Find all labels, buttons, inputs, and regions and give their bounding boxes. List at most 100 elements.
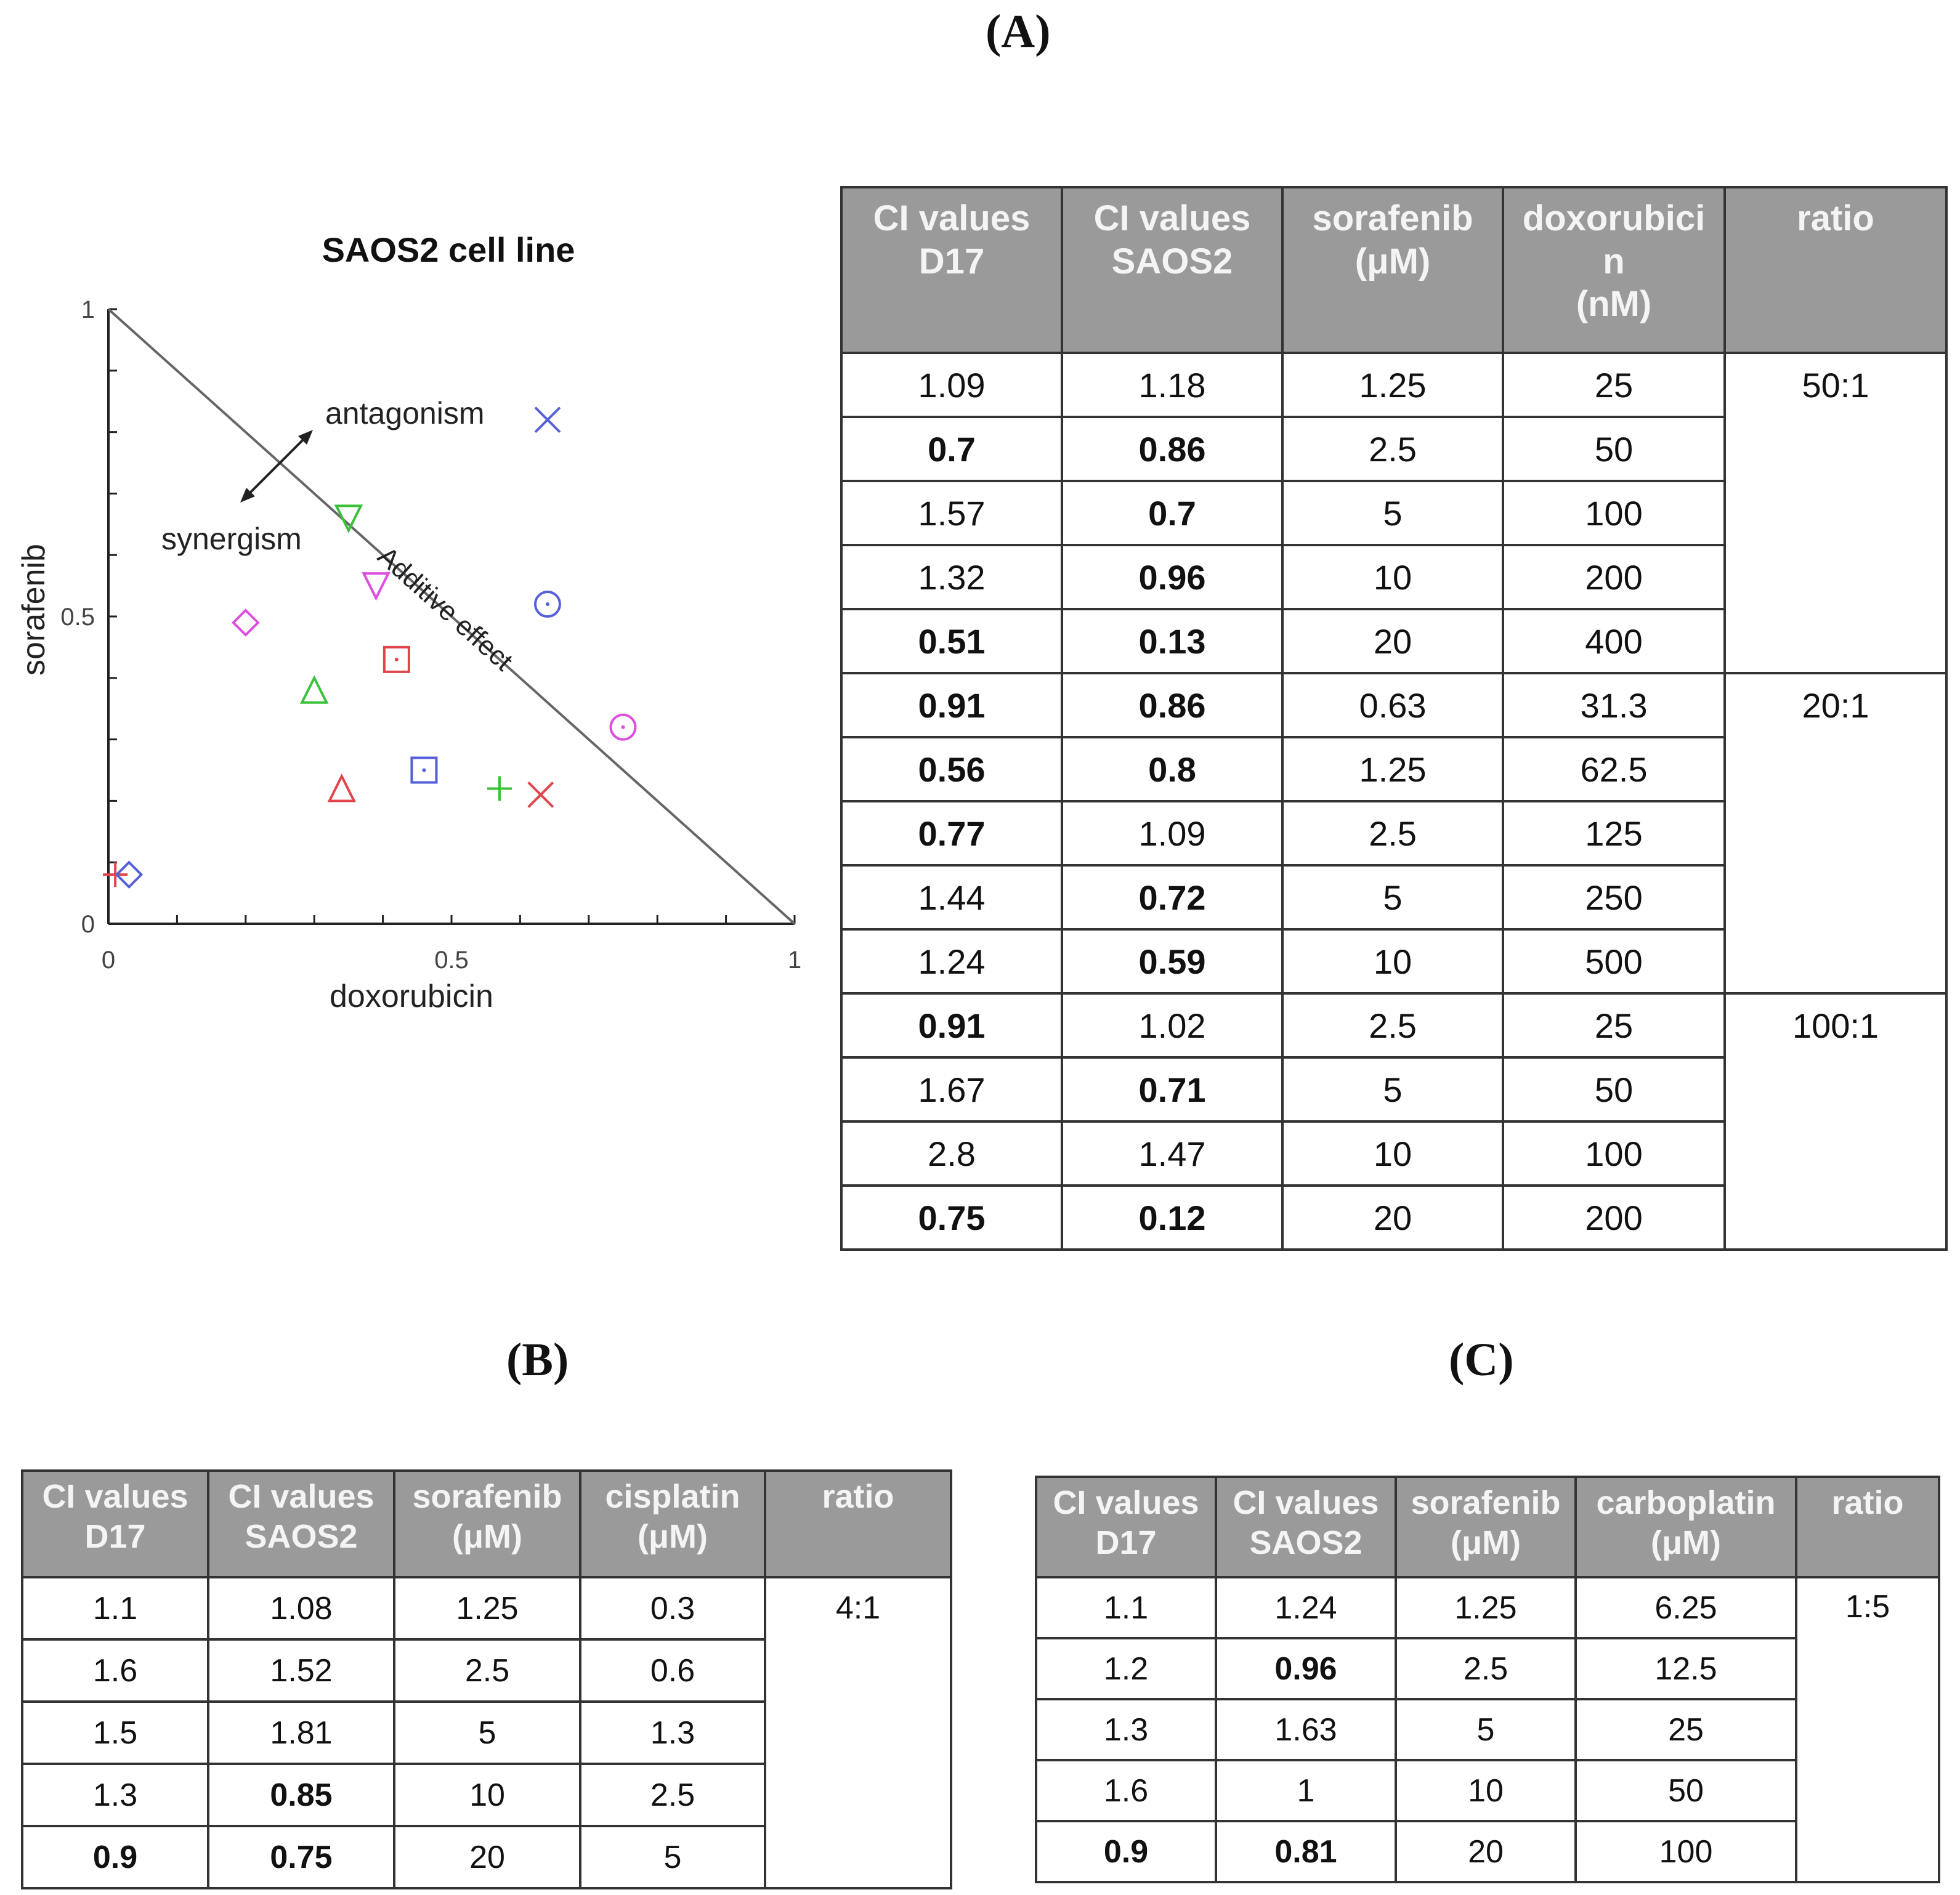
direction-arrow [240, 430, 313, 503]
table-cell: 1.47 [1061, 1120, 1284, 1187]
column-header: CI values D17 [1035, 1476, 1217, 1578]
table-row: 1.3 1.63 5 25 [1035, 1698, 1939, 1761]
table-row: 2.8 1.47 10 100 [840, 1120, 1946, 1187]
blue-diamond-marker [115, 860, 144, 889]
table-cell: 1.25 [1281, 352, 1504, 418]
table-cell: 2.5 [1281, 992, 1504, 1059]
header-row: CI values D17 CI values SAOS2 sorafenib (μM) d… [840, 186, 1948, 354]
table-cell: 0.75 [207, 1825, 395, 1889]
table-c: CI values D17 CI values SAOS2 sorafenib (μM) c… [1035, 1476, 1940, 1883]
column-header: sorafenib (μM) [1395, 1476, 1577, 1578]
table-row: 1.1 1.24 1.25 6.25 1:5 [1035, 1576, 1940, 1883]
panel-label-b: (B) [506, 1334, 569, 1386]
table-cell: 100 [1502, 480, 1726, 546]
table-row: 0.91 1.02 2.5 25 100:1 [840, 992, 1948, 1251]
table-cell: 125 [1502, 800, 1726, 867]
column-header-line: doxorubici [1522, 198, 1706, 238]
table-row: 1.24 0.59 10 500 [840, 928, 1946, 995]
y-tick-label: 0 [81, 911, 95, 938]
panel-label-c: (C) [1449, 1334, 1514, 1386]
column-header-line: CI values [1233, 1484, 1379, 1521]
table-row: 1.57 0.7 5 100 [840, 480, 1946, 546]
table-cell: 20 [1281, 1184, 1504, 1251]
table-row: 1.6 1.52 2.5 0.6 [21, 1638, 951, 1703]
table-cell: 2.5 [579, 1763, 766, 1827]
table-cell: 1 [1215, 1759, 1397, 1822]
table-cell: 0.7 [840, 416, 1063, 482]
column-header-line: (μM) [1451, 1524, 1521, 1561]
table-cell: 5 [1281, 1056, 1504, 1123]
column-header: cisplatin (μM) [579, 1469, 766, 1578]
column-header: CI values D17 [21, 1469, 209, 1578]
table-cell: 100 [1574, 1820, 1797, 1883]
table-cell: 6.25 [1574, 1576, 1797, 1639]
column-header-line: D17 [1095, 1524, 1157, 1561]
red-triangle-up-marker [327, 773, 356, 802]
table-cell: 400 [1502, 608, 1726, 674]
column-header-line: (μM) [452, 1517, 522, 1555]
table-cell: 5 [393, 1700, 581, 1765]
table-cell: 2.8 [840, 1120, 1063, 1187]
ratio-cell: 4:1 [764, 1576, 952, 1889]
table-cell: 5 [1281, 864, 1504, 931]
column-header: sorafenib (μM) [393, 1469, 581, 1578]
table-row: 1.67 0.71 5 50 [840, 1056, 1946, 1123]
table-cell: 0.96 [1061, 544, 1284, 610]
red-x-marker [527, 782, 554, 808]
table-cell: 1.24 [1215, 1576, 1397, 1639]
table-cell: 250 [1502, 864, 1726, 931]
table-cell: 10 [1281, 928, 1504, 995]
column-header-line: D17 [918, 241, 985, 281]
table-cell: 1.1 [21, 1576, 209, 1641]
table-cell: 1.25 [393, 1576, 581, 1641]
column-header-line: cisplatin [605, 1478, 740, 1515]
column-header-line: D17 [84, 1517, 146, 1555]
table-cell: 25 [1502, 352, 1726, 418]
table-cell: 2.5 [393, 1638, 581, 1703]
y-axis-label: sorafenib [16, 544, 52, 676]
table-cell: 1.81 [207, 1700, 395, 1765]
table-cell: 1.24 [840, 928, 1063, 995]
table-cell: 0.3 [579, 1576, 766, 1641]
table-cell: 1.08 [207, 1576, 395, 1641]
table-cell: 0.86 [1061, 672, 1284, 738]
table-cell: 0.6 [579, 1638, 766, 1703]
table-cell: 1.18 [1061, 352, 1284, 418]
column-header-line: SAOS2 [1249, 1524, 1363, 1561]
table-cell: 0.91 [840, 672, 1063, 738]
table-cell: 0.12 [1061, 1184, 1284, 1251]
table-row: 1.44 0.72 5 250 [840, 864, 1946, 931]
table-cell: 50 [1502, 1056, 1726, 1123]
table-row: 0.7 0.86 2.5 50 [840, 416, 1946, 482]
column-header-line: CI values [228, 1478, 375, 1515]
magenta-diamond-marker [231, 608, 260, 637]
column-header-line: carboplatin [1596, 1484, 1776, 1521]
table-cell: 31.3 [1502, 672, 1726, 738]
table-cell: 50 [1502, 416, 1726, 482]
table-row: 0.91 0.86 0.63 31.3 20:1 [840, 672, 1948, 995]
table-cell: 0.56 [840, 736, 1063, 802]
column-header: carboplatin (μM) [1574, 1476, 1797, 1578]
table-row: 1.1 1.08 1.25 0.3 4:1 [21, 1576, 952, 1889]
table-cell: 1.6 [21, 1638, 209, 1703]
column-header: ratio [1723, 186, 1948, 354]
ratio-cell: 20:1 [1723, 672, 1948, 995]
x-axis-label: doxorubicin [330, 979, 493, 1014]
column-header-line: CI values [873, 198, 1031, 238]
column-header: ratio [764, 1469, 952, 1578]
table-cell: 1.1 [1035, 1576, 1217, 1639]
table-cell: 0.59 [1061, 928, 1284, 995]
blue-circle-marker [533, 591, 561, 618]
table-cell: 0.71 [1061, 1056, 1284, 1123]
blue-x-marker [534, 406, 561, 434]
table-cell: 50 [1574, 1759, 1797, 1822]
table-cell: 25 [1574, 1698, 1797, 1761]
column-header-line: (μM) [1651, 1524, 1721, 1561]
column-header: CI values D17 [840, 186, 1063, 354]
table-row: 0.9 0.81 20 100 [1035, 1820, 1939, 1883]
column-header-line: CI values [42, 1478, 188, 1515]
table-cell: 0.9 [1035, 1820, 1217, 1883]
table-cell: 0.77 [840, 800, 1063, 867]
table-row: 0.56 0.8 1.25 62.5 [840, 736, 1946, 802]
table-cell: 20 [1395, 1820, 1577, 1883]
